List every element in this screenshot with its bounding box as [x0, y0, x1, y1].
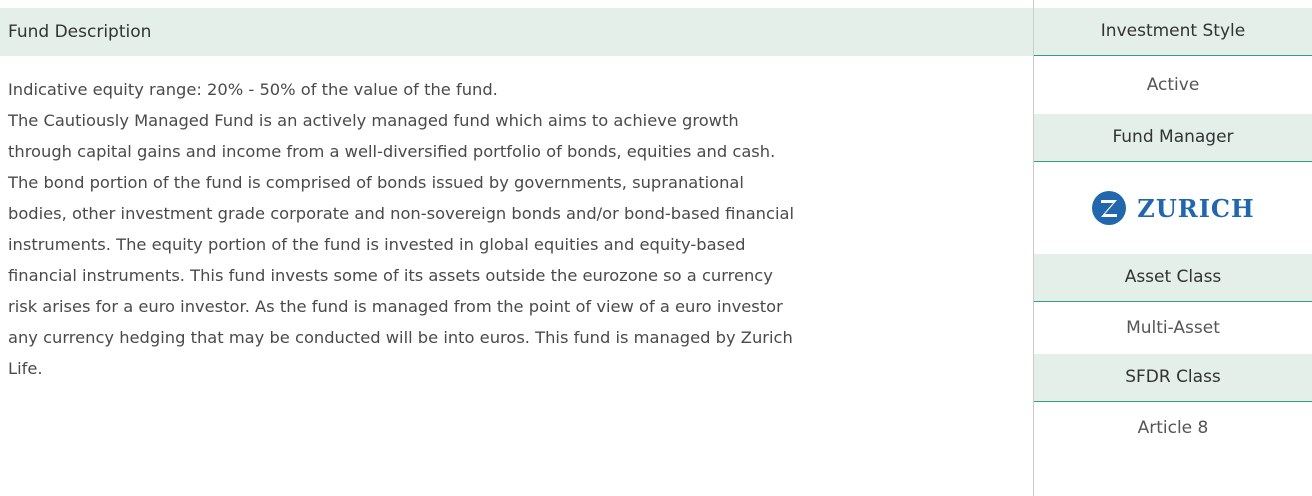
detail-header: Fund Manager — [1034, 114, 1312, 162]
detail-header: SFDR Class — [1034, 354, 1312, 402]
detail-value: Multi-Asset — [1126, 318, 1220, 338]
details-panel: Investment Style Active Fund Manager ZUR… — [1034, 8, 1312, 454]
detail-header: Investment Style — [1034, 8, 1312, 56]
paragraph: Indicative equity range: 20% - 50% of th… — [8, 80, 498, 99]
description-text: Indicative equity range: 20% - 50% of th… — [0, 56, 806, 384]
divider — [1033, 0, 1034, 496]
detail-value: Active — [1146, 75, 1200, 95]
manager-logo: ZURICH — [1034, 162, 1312, 254]
logo-icon — [1092, 191, 1127, 225]
description-panel: Fund Description Indicative equity range… — [0, 8, 1033, 384]
section-header: Fund Description — [0, 8, 1033, 56]
detail-value: Article 8 — [1137, 418, 1209, 438]
paragraph: The Cautiously Managed Fund is an active… — [8, 111, 794, 378]
detail-header: Asset Class — [1034, 254, 1312, 302]
logo-text: ZURICH — [1137, 193, 1255, 223]
